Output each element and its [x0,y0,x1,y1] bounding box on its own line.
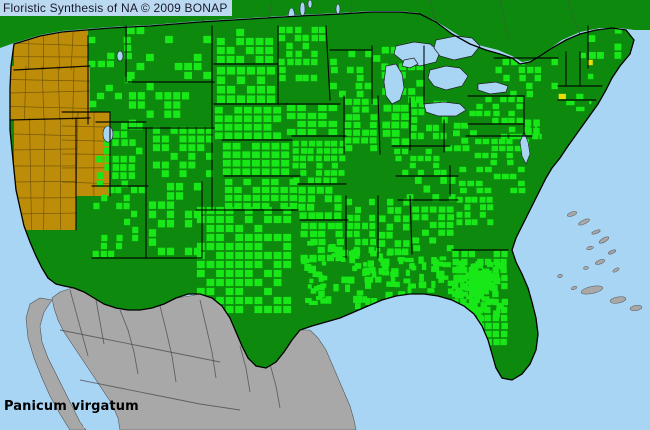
no-data-regions-layer [25,211,643,430]
lakes-layer [102,35,531,165]
title-banner: Floristic Synthesis of NA © 2009 BONAP [0,0,232,16]
county-fill-layer [10,26,622,348]
title-text: Floristic Synthesis of NA © 2009 BONAP [3,1,228,15]
species-name-caption: Panicum virgatum [4,399,139,414]
political-borders-layer [9,11,635,381]
